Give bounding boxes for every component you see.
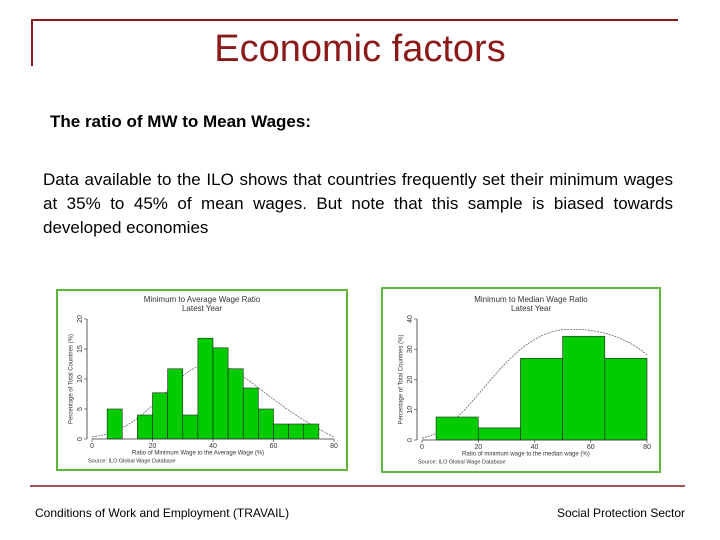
x-tick-label: 80 (643, 444, 651, 451)
bar (197, 337, 214, 440)
x-tick-label: 0 (420, 444, 424, 451)
bar (258, 408, 274, 440)
y-tick-label: 5 (77, 407, 84, 411)
y-tick-label: 15 (77, 345, 84, 353)
bar (242, 387, 259, 440)
heading: The ratio of MW to Mean Wages: (50, 112, 311, 131)
bar (477, 427, 521, 441)
x-axis-label: Ratio of minimum wage to the median wage… (462, 452, 590, 458)
bar (303, 423, 320, 440)
chart-title: Minimum to Average Wage Ratio (144, 295, 261, 304)
bar (167, 368, 184, 440)
chart-subtitle: Latest Year (182, 304, 222, 313)
x-axis-label: Ratio of Minimum Wage to the Average Wag… (132, 451, 264, 457)
paragraph: Data available to the ILO shows that cou… (43, 170, 673, 237)
y-tick-label: 10 (77, 375, 84, 383)
y-tick-label: 40 (407, 315, 414, 323)
x-tick-label: 60 (270, 443, 278, 450)
bar (227, 368, 244, 440)
bar (562, 335, 606, 441)
y-tick-label: 0 (407, 438, 414, 442)
chart-frame (56, 289, 348, 471)
x-tick-label: 20 (149, 443, 157, 450)
footer-right: Social Protection Sector (556, 506, 685, 520)
slide-title: Economic factors (214, 28, 506, 70)
y-axis-label: Percentage of Total Countries (%) (399, 335, 405, 425)
y-tick-label: 10 (407, 406, 414, 414)
x-tick-label: 80 (330, 443, 338, 450)
y-tick-label: 0 (77, 437, 84, 441)
bar (520, 358, 563, 441)
x-tick-label: 40 (209, 443, 217, 450)
y-tick-label: 20 (77, 315, 84, 323)
y-tick-label: 30 (407, 345, 414, 353)
x-tick-label: 20 (474, 444, 482, 451)
x-tick-label: 40 (531, 444, 539, 451)
bar (435, 416, 479, 441)
bar (182, 414, 199, 440)
bar (106, 408, 123, 440)
chart-subtitle: Latest Year (511, 304, 551, 313)
bar (273, 423, 289, 440)
x-tick-label: 0 (90, 443, 94, 450)
source: Source: ILO Global Wage Database (418, 459, 506, 465)
bar (152, 392, 168, 440)
density-curve (91, 363, 335, 438)
x-tick-label: 60 (587, 444, 595, 451)
chart-title: Minimum to Median Wage Ratio (474, 295, 588, 304)
y-tick-label: 20 (407, 376, 414, 384)
bar (288, 423, 305, 440)
y-axis-label: Percentage of Total Countries (%) (69, 334, 75, 424)
source: Source: ILO Global Wage Database (88, 458, 176, 464)
bar (137, 414, 153, 440)
footer-left: Conditions of Work and Employment (TRAVA… (35, 506, 290, 520)
title-rule (31, 19, 678, 66)
bar (212, 347, 229, 440)
chart-frame (381, 287, 661, 473)
bar (604, 358, 648, 441)
